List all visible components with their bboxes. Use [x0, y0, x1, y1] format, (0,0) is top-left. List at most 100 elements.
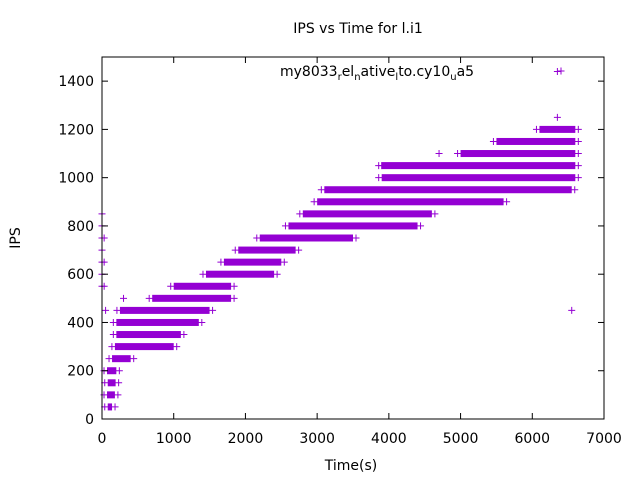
ips-band-350	[116, 331, 181, 339]
ips-band-start-point	[310, 198, 318, 206]
ips-band-start-point	[281, 222, 289, 230]
y-tick-label: 1000	[58, 171, 94, 187]
ips-band-150	[107, 379, 116, 387]
outlier-point	[568, 306, 576, 314]
ips-band-start-point	[105, 355, 113, 363]
ips-band-start-point	[145, 294, 153, 302]
ips-band-start-point	[454, 150, 462, 158]
ips-band-end-point	[431, 210, 439, 218]
ips-band-1100	[460, 150, 576, 158]
ips-band-start-point	[231, 246, 239, 254]
ips-band-850	[302, 210, 432, 218]
ips-band-50	[107, 403, 113, 411]
ips-band-end-point	[417, 222, 425, 230]
ips-band-end-point	[574, 162, 582, 170]
ips-band-end-point	[180, 331, 188, 339]
x-tick-label: 5000	[443, 431, 479, 447]
x-tick-label: 2000	[228, 431, 264, 447]
outlier-point	[120, 294, 128, 302]
ips-band-end-point	[198, 318, 206, 326]
x-tick-label: 3000	[299, 431, 335, 447]
outlier-point	[553, 113, 561, 121]
outlier-point	[435, 150, 443, 158]
ips-band-800	[288, 222, 418, 230]
ips-band-start-point	[167, 282, 175, 290]
ips-band-550	[173, 282, 232, 290]
ips-band-end-point	[574, 137, 582, 145]
ips-band-end-point	[230, 282, 238, 290]
ips-band-start-point	[532, 125, 540, 133]
ips-band-end-point	[574, 150, 582, 158]
ips-band-start-point	[108, 343, 116, 351]
y-tick-label: 1200	[58, 122, 94, 138]
ips-band-400	[116, 318, 199, 326]
ips-band-650	[223, 258, 282, 266]
chart-title: IPS vs Time for l.i1	[293, 21, 423, 37]
legend-label: my8033relnativelto.cy10ua5	[280, 64, 474, 83]
legend: my8033relnativelto.cy10ua5	[280, 64, 565, 83]
ips-band-start-point	[375, 174, 383, 182]
ips-band-start-point	[199, 270, 207, 278]
ips-band-200	[107, 367, 117, 375]
legend-plus-marker	[557, 67, 565, 75]
legend-marker	[557, 67, 565, 75]
y-tick-label: 800	[67, 219, 94, 235]
y-tick-label: 0	[85, 412, 94, 428]
ips-band-end-point	[209, 306, 217, 314]
ips-band-1200	[539, 125, 576, 133]
ips-band-1050	[381, 162, 576, 170]
x-tick-label: 1000	[156, 431, 192, 447]
ips-band-start-point	[317, 186, 325, 194]
ips-band-900	[317, 198, 504, 206]
ips-band-300	[114, 343, 174, 351]
ips-band-start-point	[253, 234, 261, 242]
plot-border	[101, 56, 605, 420]
ips-band-end-point	[115, 367, 123, 375]
data-point	[102, 306, 110, 314]
ips-band-start-point	[113, 306, 121, 314]
ips-band-end-point	[352, 234, 360, 242]
ips-band-500	[152, 294, 232, 302]
outlier-point	[378, 162, 386, 170]
ips-band-700	[238, 246, 296, 254]
x-axis-label: Time(s)	[324, 458, 377, 474]
ips-band-start-point	[296, 210, 304, 218]
ips-band-end-point	[111, 403, 119, 411]
ips-band-start-point	[109, 318, 117, 326]
ips-band-end-point	[173, 343, 181, 351]
ips-band-end-point	[280, 258, 288, 266]
ips-band-750	[259, 234, 353, 242]
ips-band-end-point	[115, 379, 123, 387]
ips-band-100	[107, 391, 115, 399]
ips-band-end-point	[230, 294, 238, 302]
ips-band-end-point	[574, 125, 582, 133]
ips-band-start-point	[489, 137, 497, 145]
ips-band-end-point	[295, 246, 303, 254]
ips-band-end-point	[574, 174, 582, 182]
x-tick-label: 0	[98, 431, 107, 447]
data-points	[98, 67, 582, 411]
y-tick-label: 600	[67, 267, 94, 283]
ips-band-end-point	[130, 355, 138, 363]
ips-band-end-point	[571, 186, 579, 194]
ips-band-1000	[381, 174, 576, 182]
x-tick-label: 7000	[586, 431, 622, 447]
ips-band-600	[205, 270, 275, 278]
y-tick-label: 1400	[58, 74, 94, 90]
axis-ticks: 0 1000 2000 3000 4000 5000 6000 7000 0 200 400 600 8…	[58, 57, 622, 447]
y-axis-label: IPS	[8, 227, 24, 249]
x-tick-label: 6000	[514, 431, 550, 447]
ips-band-end-point	[503, 198, 511, 206]
ips-band-450	[119, 306, 210, 314]
ips-band-950	[324, 186, 572, 194]
y-tick-label: 400	[67, 315, 94, 331]
ips-band-end-point	[273, 270, 281, 278]
ips-band-start-point	[109, 331, 117, 339]
ips-band-end-point	[114, 391, 122, 399]
ips-band-start-point	[217, 258, 225, 266]
x-tick-label: 4000	[371, 431, 407, 447]
y-tick-label: 200	[67, 364, 94, 380]
ips-band-250	[112, 355, 131, 363]
ips-band-1150	[496, 137, 576, 145]
